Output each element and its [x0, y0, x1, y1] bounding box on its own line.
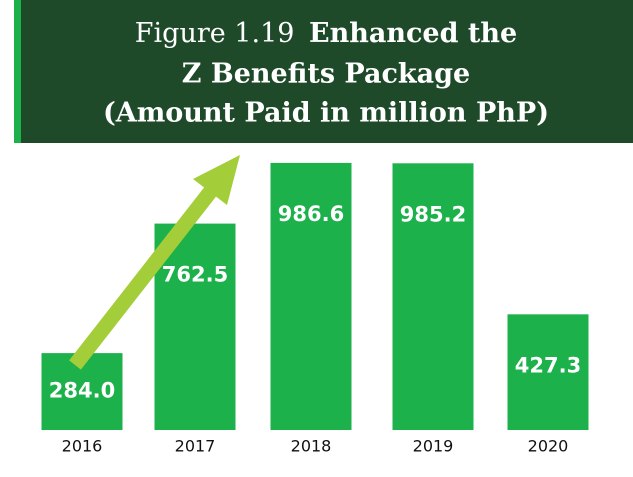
title-line: Figure 1.19 Enhanced the	[135, 18, 517, 49]
bar	[392, 163, 474, 430]
x-tick-label: 2017	[175, 437, 216, 456]
value-label: 986.6	[278, 202, 344, 226]
value-label: 762.5	[162, 263, 228, 287]
x-tick-label: 2018	[291, 437, 332, 456]
title-line: Enhanced the	[309, 18, 517, 49]
x-tick-label: 2020	[528, 437, 569, 456]
trend-arrow	[69, 155, 240, 370]
header-accent	[14, 0, 21, 143]
value-label: 985.2	[400, 202, 466, 226]
figure-label: Figure 1.19	[135, 18, 295, 49]
header-bg	[14, 0, 633, 143]
value-label: 284.0	[49, 379, 115, 403]
value-label: 427.3	[515, 353, 581, 377]
title-line: Z Benefits Package	[182, 59, 470, 90]
bar	[270, 162, 352, 431]
title-line: (Amount Paid in million PhP)	[103, 98, 549, 129]
bars: 284.0 762.5 986.6 985.2 427.3	[41, 162, 589, 431]
arrow-head	[193, 155, 240, 205]
bar	[507, 314, 589, 430]
arrow-shaft	[69, 182, 220, 370]
x-tick-label: 2016	[62, 437, 103, 456]
x-tick-label: 2019	[413, 437, 454, 456]
